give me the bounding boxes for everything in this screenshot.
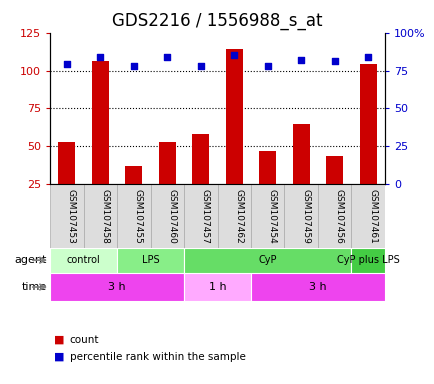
Text: GSM107461: GSM107461 [367,189,376,243]
Bar [50,184,83,248]
Bar [117,248,184,273]
Text: GSM107455: GSM107455 [134,189,142,243]
Bar [50,273,184,301]
Text: GSM107454: GSM107454 [267,189,276,243]
Text: GSM107458: GSM107458 [100,189,109,243]
Bar [359,65,376,222]
Bar [250,273,384,301]
Point [364,54,371,60]
Text: 3 h: 3 h [309,282,326,292]
Bar [158,142,175,222]
Text: GSM107460: GSM107460 [167,189,176,243]
Text: GSM107462: GSM107462 [234,189,243,243]
Bar [259,151,276,222]
Bar [184,248,351,273]
Bar [58,142,75,222]
Bar [150,184,184,248]
Bar [50,248,117,273]
Point [197,63,204,69]
Text: agent: agent [14,255,46,265]
Title: GDS2216 / 1556988_s_at: GDS2216 / 1556988_s_at [112,12,322,30]
Text: ■: ■ [54,335,65,345]
Text: ■: ■ [54,352,65,362]
Text: CyP: CyP [258,255,276,265]
Text: CyP plus LPS: CyP plus LPS [336,255,399,265]
Bar [326,156,342,222]
Bar [292,124,309,222]
Text: 1 h: 1 h [208,282,226,292]
Text: percentile rank within the sample: percentile rank within the sample [69,352,245,362]
Bar [317,184,351,248]
Bar [225,49,242,222]
Text: 3 h: 3 h [108,282,125,292]
Bar [83,184,117,248]
Text: GSM107453: GSM107453 [67,189,76,243]
Bar [351,184,384,248]
Bar [184,184,217,248]
Text: control: control [66,255,100,265]
Point [63,61,70,68]
Point [130,63,137,69]
Bar [217,184,250,248]
Text: LPS: LPS [141,255,159,265]
Point [97,54,104,60]
Text: GSM107456: GSM107456 [334,189,343,243]
Text: time: time [21,282,46,292]
Point [331,58,338,65]
Bar [117,184,150,248]
Text: GSM107459: GSM107459 [300,189,309,243]
Bar [92,61,108,222]
Bar [192,134,209,222]
Bar [284,184,317,248]
Point [164,54,171,60]
Text: GSM107457: GSM107457 [201,189,209,243]
Text: count: count [69,335,99,345]
Bar [250,184,284,248]
Bar [125,166,142,222]
Point [297,57,304,63]
Point [264,63,271,69]
Bar [351,248,384,273]
Point [230,52,237,58]
Bar [184,273,250,301]
